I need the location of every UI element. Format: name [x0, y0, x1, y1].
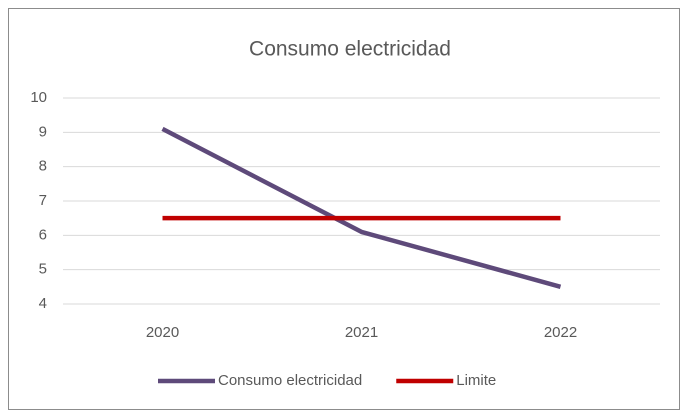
x-tick-label: 2020 — [146, 324, 179, 341]
y-tick-label: 9 — [39, 123, 47, 140]
x-tick-label: 2022 — [544, 324, 577, 341]
series-line — [161, 126, 562, 290]
y-tick-label: 4 — [39, 295, 47, 312]
y-tick-label: 10 — [30, 89, 47, 106]
y-tick-label: 8 — [39, 158, 47, 175]
legend-label: Limite — [456, 372, 496, 389]
x-tick-label: 2021 — [345, 324, 378, 341]
y-tick-label: 6 — [39, 226, 47, 243]
y-tick-label: 7 — [39, 192, 47, 209]
chart-border — [8, 8, 680, 410]
y-tick-label: 5 — [39, 261, 47, 278]
legend-label: Consumo electricidad — [218, 372, 362, 389]
chart-title: Consumo electricidad — [249, 38, 451, 61]
